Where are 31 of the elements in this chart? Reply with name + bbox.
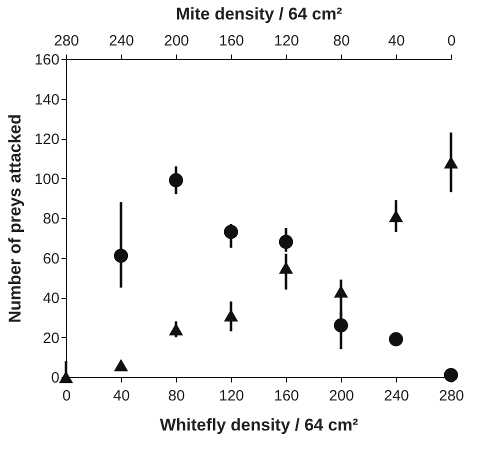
y-tick-label: 60 <box>42 250 60 268</box>
y-tick-label: 40 <box>42 290 60 307</box>
x-tick-label: 120 <box>218 388 244 404</box>
y-tick-label: 140 <box>34 91 60 108</box>
y-axis-title: Number of preys attacked <box>5 114 24 323</box>
y-tick-label: 80 <box>42 210 60 228</box>
point <box>388 332 404 346</box>
x2-tick-label: 280 <box>54 32 80 50</box>
x-axis-title: Whitefly density / 64 cm² <box>160 416 359 434</box>
x2-axis-title: Mite density / 64 cm² <box>176 4 342 24</box>
x2-tick-label: 40 <box>388 32 405 50</box>
y-tick-label: 160 <box>34 52 60 68</box>
x2-tick-label: 160 <box>218 32 244 50</box>
x-tick-label: 0 <box>62 388 71 404</box>
y-tick-label: 20 <box>42 330 60 347</box>
x2-tick-label: 0 <box>447 32 456 50</box>
y-tick-label: 0 <box>51 370 60 386</box>
x-tick-label: 160 <box>274 388 300 404</box>
y-tick-label: 100 <box>34 170 60 188</box>
point <box>444 368 458 382</box>
x-tick-label: 240 <box>384 388 410 404</box>
x-tick-label: 80 <box>168 388 185 404</box>
x2-tick-label: 200 <box>164 32 190 50</box>
point <box>114 358 128 372</box>
x2-tick-label: 80 <box>333 32 350 50</box>
x-tick-label: 40 <box>113 388 130 404</box>
x2-tick-label: 240 <box>108 32 134 50</box>
x-tick-label: 200 <box>328 388 354 404</box>
x-tick-label: 280 <box>438 388 464 404</box>
y-tick-label: 120 <box>34 131 60 148</box>
x2-tick-label: 120 <box>274 32 300 50</box>
